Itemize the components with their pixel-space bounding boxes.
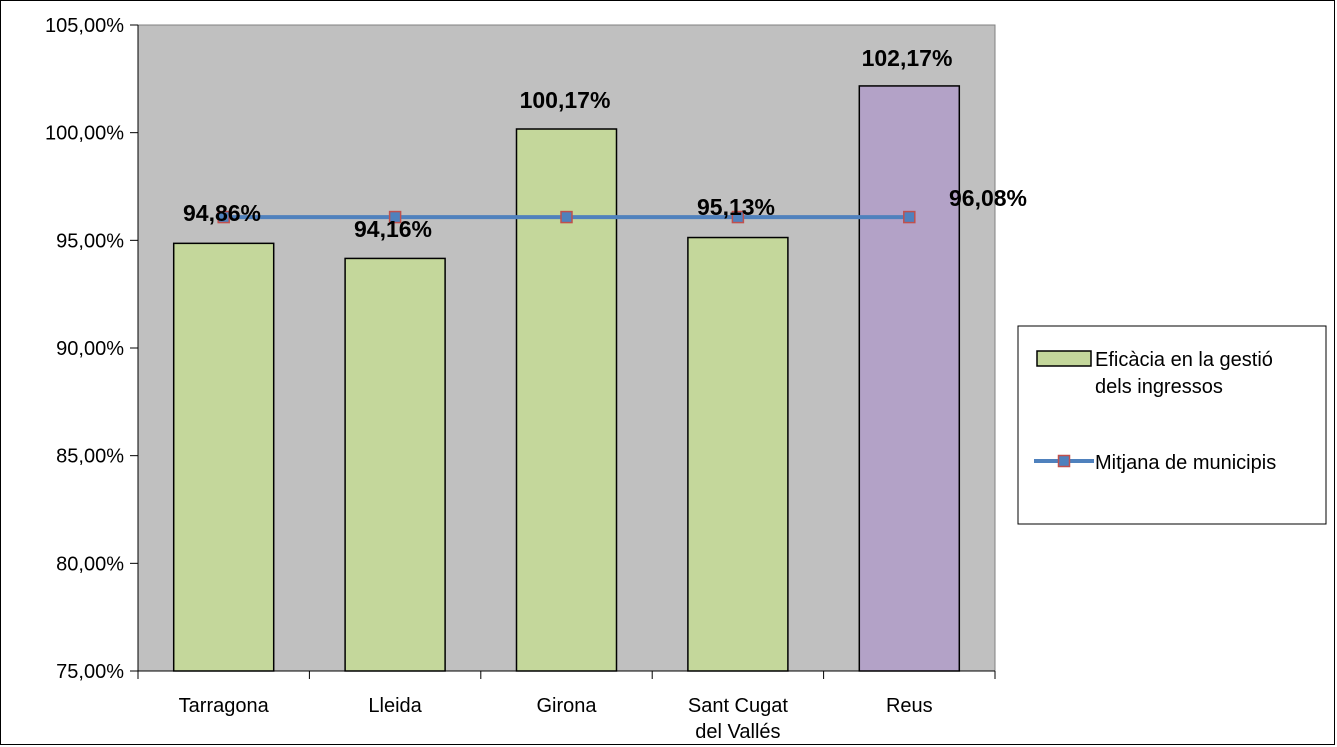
legend-swatch-bar bbox=[1036, 350, 1092, 367]
x-axis: Tarragona Lleida Girona Sant Cugat del Vallé… bbox=[137, 670, 996, 743]
bar-4 bbox=[687, 236, 789, 672]
bar-value-label-1: 94,86% bbox=[183, 200, 261, 226]
x-tick-label: Lleida bbox=[368, 695, 422, 717]
y-tick-label: 80,00% bbox=[56, 553, 124, 575]
x-tick-label: Tarragona bbox=[179, 695, 270, 717]
bar-value-label-5: 102,17% bbox=[862, 45, 953, 71]
bar-3 bbox=[515, 128, 618, 672]
legend-label-bar-line: Eficàcia en la gestió bbox=[1095, 349, 1273, 371]
data-labels: 94,86% 94,16% 100,17% 95,13% 102,17% 96,08% bbox=[183, 45, 1027, 242]
average-marker-5 bbox=[903, 210, 916, 224]
legend-label-bar-line: dels ingressos bbox=[1095, 376, 1223, 398]
x-tick-label-line: Reus bbox=[886, 695, 933, 717]
legend-label-line: Mitjana de municipis bbox=[1095, 452, 1276, 474]
x-tick-label-line: del Vallés bbox=[695, 721, 780, 743]
average-marker-3 bbox=[560, 210, 573, 224]
x-tick-label: Girona bbox=[536, 695, 597, 717]
legend-label-bar: Eficàcia en la gestió dels ingressos bbox=[1095, 349, 1273, 398]
line-series bbox=[217, 210, 916, 224]
y-tick-label: 100,00% bbox=[45, 123, 124, 145]
bar-2 bbox=[344, 257, 446, 672]
average-value-label: 96,08% bbox=[949, 185, 1027, 211]
bar-value-label-2: 94,16% bbox=[354, 216, 432, 242]
x-tick-label: Sant Cugat del Vallés bbox=[688, 695, 789, 743]
average-marker-1 bbox=[217, 210, 230, 224]
legend-swatch-marker bbox=[1057, 454, 1071, 468]
x-tick-label-line: Tarragona bbox=[179, 695, 270, 717]
average-marker-2 bbox=[388, 210, 402, 224]
y-tick-label: 90,00% bbox=[56, 338, 124, 360]
bar-5 bbox=[858, 85, 961, 672]
legend: Eficàcia en la gestió dels ingressos Mitja… bbox=[1017, 325, 1327, 525]
y-tick-label: 75,00% bbox=[56, 661, 124, 683]
y-tick-label: 105,00% bbox=[45, 15, 124, 37]
y-tick-label: 85,00% bbox=[56, 446, 124, 468]
bar-value-label-4: 95,13% bbox=[697, 194, 775, 220]
y-tick-label: 95,00% bbox=[56, 230, 124, 252]
x-tick-label-line: Girona bbox=[536, 695, 597, 717]
x-tick-label-line: Sant Cugat bbox=[688, 695, 789, 717]
bar-1 bbox=[172, 242, 275, 672]
bar-value-label-3: 100,17% bbox=[520, 87, 611, 113]
average-marker-4 bbox=[731, 210, 745, 224]
x-tick-label: Reus bbox=[886, 695, 933, 717]
x-tick-label-line: Lleida bbox=[368, 695, 422, 717]
y-axis: 75,00% 80,00% 85,00% 90,00% 95,00% 100,00% 105… bbox=[45, 15, 139, 683]
